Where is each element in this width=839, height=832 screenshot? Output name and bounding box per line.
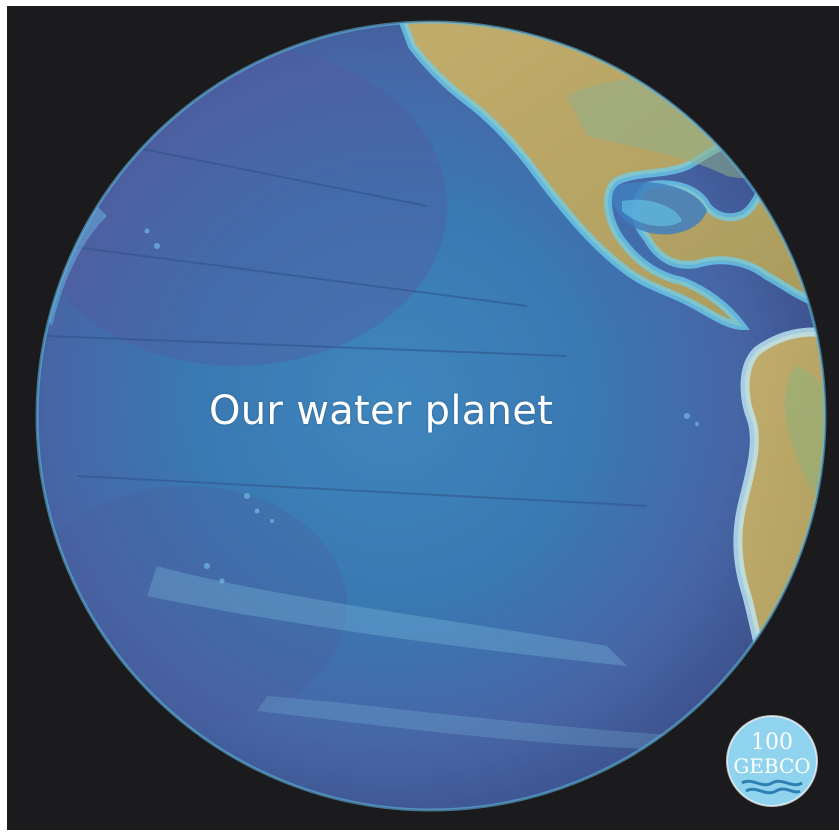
slide-caption: Our water planet <box>209 388 554 434</box>
gebco-100-logo: 100 GEBCO <box>726 715 818 807</box>
globe-image <box>35 20 827 812</box>
slide-frame: Our water planet 100 GEBCO <box>7 6 839 830</box>
svg-text:100: 100 <box>751 730 793 755</box>
svg-text:GEBCO: GEBCO <box>733 754 810 778</box>
